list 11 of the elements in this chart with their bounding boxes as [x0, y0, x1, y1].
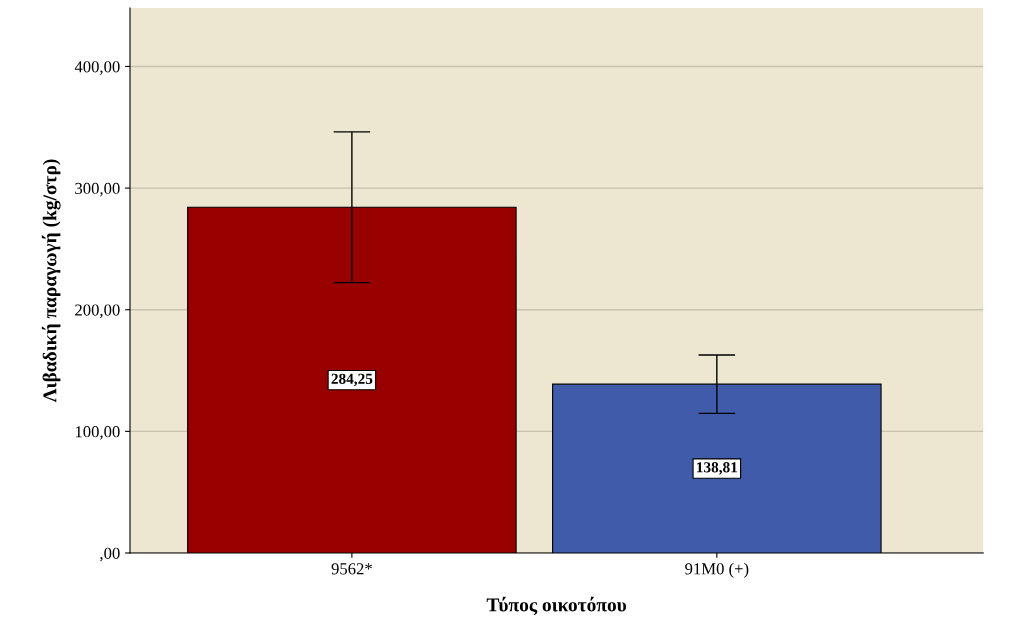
x-tick-label: 9562*: [331, 563, 372, 575]
y-axis-title: Λιβαδική παραγωγή (kg/στρ): [41, 159, 61, 403]
y-tick-label: 300,00: [75, 182, 120, 197]
y-tick-label: 200,00: [75, 304, 120, 319]
data-label: 138,81: [697, 462, 738, 475]
y-tick-label: 400,00: [74, 61, 120, 75]
data-label: 284,25: [331, 373, 373, 387]
x-axis-title: Τύπος οικοτόπου: [486, 596, 627, 615]
y-tick-label: ,00: [100, 547, 120, 562]
x-tick-label: 91M0 (+): [685, 562, 749, 578]
y-tick-label: 100,00: [75, 426, 120, 440]
